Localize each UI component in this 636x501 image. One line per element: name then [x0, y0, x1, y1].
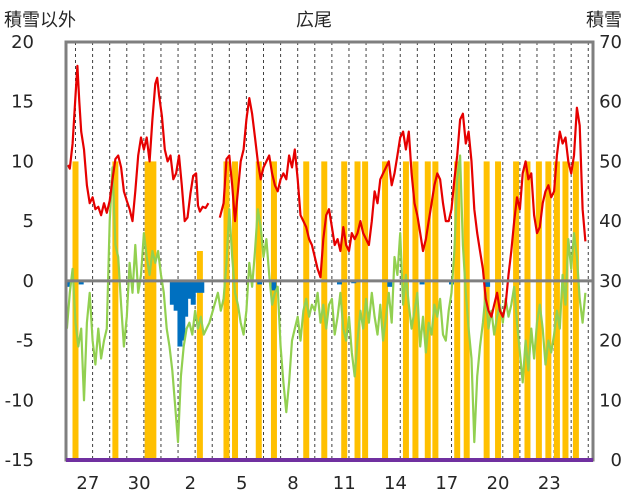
x-tick-label: 14 [384, 473, 407, 494]
x-tick-label: 30 [128, 473, 151, 494]
left-tick-label: -5 [16, 331, 34, 352]
blue-bar [485, 280, 491, 287]
orange-bar [223, 161, 230, 460]
blue-bar [190, 280, 196, 305]
x-tick-label: 23 [538, 473, 561, 494]
left-tick-label: 15 [11, 92, 34, 113]
orange-bar [270, 161, 277, 460]
blue-bar [183, 280, 189, 317]
orange-bar [402, 161, 409, 460]
blue-bar [177, 280, 183, 347]
orange-bar [524, 161, 531, 460]
right-tick-label: 40 [599, 211, 622, 232]
plot-frame [64, 40, 595, 462]
right-tick-label: 60 [599, 92, 622, 113]
x-tick-label: 5 [236, 473, 247, 494]
right-tick-label: 70 [599, 32, 622, 53]
orange-bar [232, 161, 239, 460]
blue-bar [78, 280, 84, 285]
left-tick-label: 10 [11, 151, 34, 172]
right-tick-label: 30 [599, 271, 622, 292]
red-series-line [218, 97, 587, 318]
chart-title: 広尾 [296, 10, 332, 31]
orange-bar [150, 161, 157, 460]
x-tick-label: 11 [333, 473, 356, 494]
red-series-line [66, 64, 210, 223]
x-tick-label: 8 [287, 473, 298, 494]
blue-bar [419, 280, 425, 285]
blue-bar [387, 280, 393, 287]
orange-bar [424, 161, 431, 460]
left-tick-label: -15 [5, 450, 34, 471]
blue-bar [336, 280, 342, 285]
blue-bar [194, 280, 200, 293]
orange-bar [572, 161, 579, 460]
blue-bar [169, 280, 175, 305]
orange-bar [196, 251, 203, 460]
left-tick-label: 20 [11, 32, 34, 53]
blue-bar [257, 280, 263, 285]
blue-bar [173, 280, 179, 311]
x-tick-label: 27 [76, 473, 99, 494]
blue-bar [199, 280, 205, 293]
right-axis-title: 積雪 [586, 10, 622, 31]
series-lines [65, 64, 587, 444]
x-tick-label: 17 [435, 473, 458, 494]
left-tick-label: -10 [5, 390, 34, 411]
orange-bar [255, 161, 262, 460]
orange-bar [562, 161, 569, 460]
orange-bar [454, 161, 461, 460]
orange-bar [545, 161, 552, 460]
x-tick-label: 2 [185, 473, 196, 494]
orange-bar [341, 161, 348, 460]
left-tick-label: 0 [23, 271, 34, 292]
blue-bar [186, 280, 192, 299]
blue-bar [65, 280, 71, 287]
orange-bar [303, 161, 310, 460]
right-tick-label: 0 [611, 450, 622, 471]
blue-bar [271, 280, 277, 291]
left-axis-title: 積雪以外 [4, 10, 76, 31]
orange-bar [112, 161, 119, 460]
orange-bar [382, 161, 389, 460]
right-tick-label: 50 [599, 151, 622, 172]
right-tick-label: 20 [599, 331, 622, 352]
blue-bar [180, 280, 186, 341]
left-tick-label: 5 [23, 211, 34, 232]
orange-bar [354, 161, 361, 460]
orange-bar [144, 161, 151, 460]
x-tick-label: 20 [487, 473, 510, 494]
right-tick-label: 10 [599, 390, 622, 411]
